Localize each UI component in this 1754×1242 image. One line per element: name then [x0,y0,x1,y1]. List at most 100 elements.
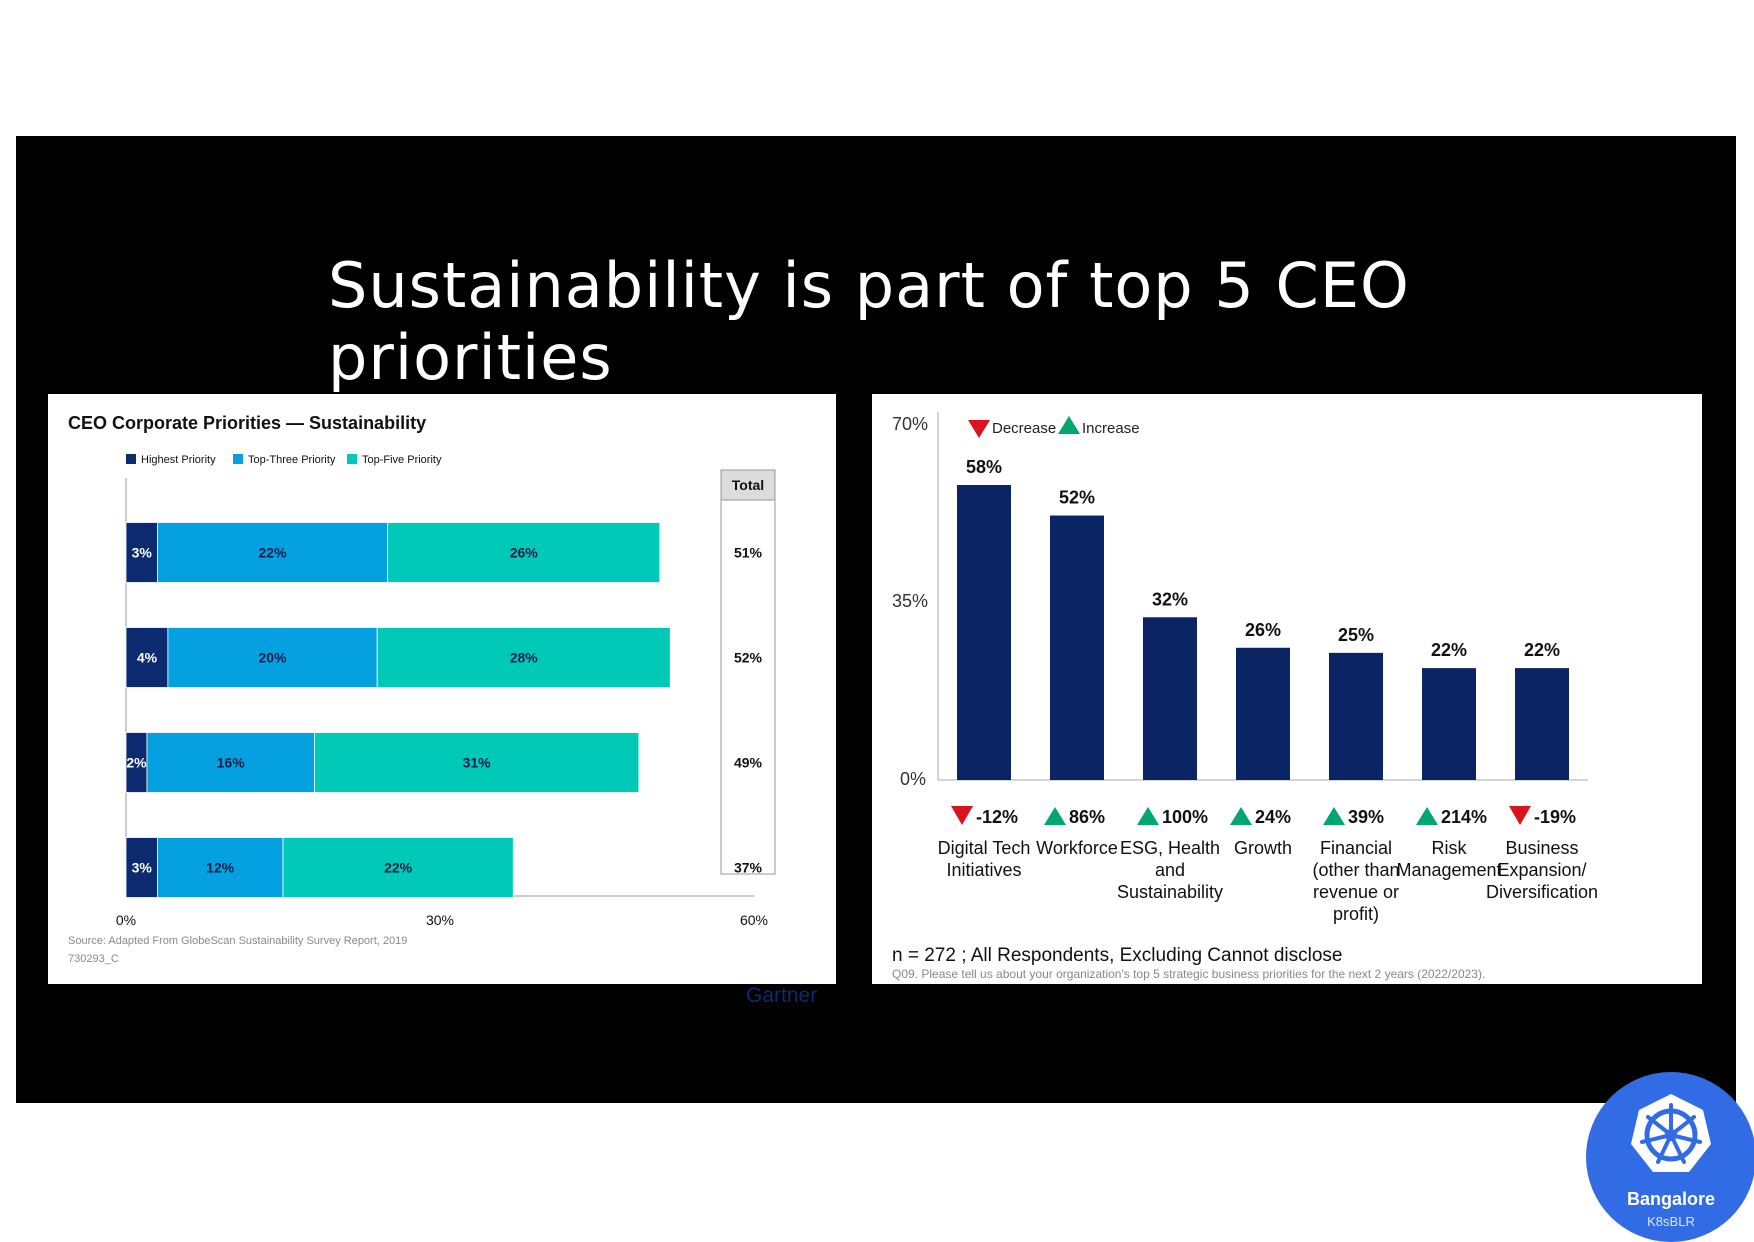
respondents-note: n = 272 ; All Respondents, Excluding Can… [892,945,1342,966]
legend-label-top-three: Top-Three Priority [248,454,336,466]
segment-label-3-1: 12% [206,860,235,876]
increase-triangle-icon [1044,807,1066,825]
category-label-2-0: ESG, Health [1120,838,1220,858]
stacked-bars: 3% 22% 26% 51% 4% 20% 28% 52% 2% 16% 31% 49% 3% 12% 22… [125,522,763,898]
legend-decrease: Decrease [992,420,1056,437]
segment-label-0-0: 3% [132,545,153,561]
priority-bar-0 [957,485,1011,780]
segment-label-0-2: 26% [510,545,539,561]
category-label-0-0: Digital Tech [938,838,1031,858]
bar-segment-3-2 [282,837,514,898]
bar-segment-2-1 [146,732,315,793]
y-tick-0: 0% [900,769,926,789]
right-chart-panel: 70% 35% 0% Decrease Increase 58% -12% Digi… [872,394,1702,984]
left-chart-title: CEO Corporate Priorities — Sustainabilit… [68,413,426,433]
kubernetes-wheel-icon [1631,1094,1711,1172]
x-tick-30: 30% [426,912,454,928]
segment-label-3-0: 3% [132,860,153,876]
change-label-0: -12% [976,807,1018,827]
category-label-0-1: Initiatives [946,860,1021,880]
priority-value-4: 25% [1338,625,1374,645]
increase-triangle-icon [1137,807,1159,825]
category-label-4-1: (other than [1312,860,1399,880]
category-label-4-2: revenue or [1313,882,1399,902]
question-note: Q09. Please tell us about your organizat… [892,967,1485,981]
figure-code: 730293_C [68,953,119,965]
badge-subtitle: K8sBLR [1647,1214,1695,1229]
priority-value-5: 22% [1431,640,1467,660]
gartner-logo: Gartner [746,984,818,1007]
decrease-triangle-icon [968,420,990,438]
segment-label-2-2: 31% [463,755,492,771]
legend-swatch-top-five [347,454,357,464]
total-header: Total [732,477,764,493]
right-chart-legend: Decrease Increase [968,416,1140,438]
slide-title: Sustainability is part of top 5 CEO prio… [328,249,1410,394]
priority-value-1: 52% [1059,488,1095,508]
left-chart-legend: Highest Priority Top-Three Priority Top-… [126,454,442,466]
priority-value-0: 58% [966,457,1002,477]
decrease-triangle-icon [1509,806,1531,825]
bar-segment-1-1 [167,627,378,688]
source-note: Source: Adapted From GlobeScan Sustainab… [68,935,407,947]
priority-bar-chart: 70% 35% 0% Decrease Increase 58% -12% Digi… [892,412,1598,981]
priority-bar-5 [1422,668,1476,780]
priority-bar-2 [1143,617,1197,780]
change-label-2: 100% [1162,807,1208,827]
increase-triangle-icon [1230,807,1252,825]
change-label-6: -19% [1534,807,1576,827]
increase-triangle-icon [1416,807,1438,825]
bar-segment-0-0 [125,522,158,583]
left-chart-panel: CEO Corporate Priorities — Sustainabilit… [48,394,836,984]
segment-label-0-1: 22% [259,545,288,561]
segment-label-2-0: 2% [126,755,147,771]
decrease-triangle-icon [951,806,973,825]
total-value-2: 49% [734,755,763,771]
change-label-5: 214% [1441,807,1487,827]
total-value-1: 52% [734,650,763,666]
category-label-4-0: Financial [1320,838,1392,858]
change-label-3: 24% [1255,807,1291,827]
bar-segment-1-0 [125,627,169,688]
priority-bar-1 [1050,515,1104,780]
x-tick-0: 0% [116,912,136,928]
increase-triangle-icon [1323,807,1345,825]
total-value-3: 37% [734,860,763,876]
priority-value-2: 32% [1152,589,1188,609]
segment-label-1-0: 4% [137,650,158,666]
legend-increase: Increase [1082,420,1140,437]
category-label-2-2: Sustainability [1117,882,1223,902]
category-label-6-1: Expansion/ [1497,860,1586,880]
category-label-6-2: Diversification [1486,882,1598,902]
increase-triangle-icon [1058,416,1080,434]
category-label-5-1: Management [1396,860,1501,880]
priority-bar-6 [1515,668,1569,780]
category-label-5-0: Risk [1432,838,1468,858]
legend-swatch-top-three [233,454,243,464]
priority-bar-4 [1329,652,1383,780]
y-tick-35: 35% [892,591,928,611]
category-label-6-0: Business [1505,838,1578,858]
bar-segment-2-2 [313,732,640,793]
segment-label-1-2: 28% [510,650,539,666]
stacked-bar-chart: CEO Corporate Priorities — Sustainabilit… [68,413,776,965]
bar-segment-1-2 [376,627,671,688]
badge-name: Bangalore [1626,1189,1716,1209]
total-value-0: 51% [734,545,763,561]
category-label-2-1: and [1155,860,1185,880]
y-tick-70: 70% [892,414,928,434]
segment-label-1-1: 20% [259,650,288,666]
change-label-1: 86% [1069,807,1105,827]
total-header-box [720,469,776,501]
x-tick-60: 60% [740,912,768,928]
category-label-1-0: Workforce [1036,838,1118,858]
legend-label-highest: Highest Priority [141,454,216,466]
change-label-4: 39% [1348,807,1384,827]
priority-value-6: 22% [1524,640,1560,660]
category-label-4-3: profit) [1333,904,1379,924]
k8sblr-badge: Bangalore K8sBLR [1586,1072,1754,1242]
priority-bar-3 [1236,647,1290,780]
bar-segment-0-2 [387,522,661,583]
category-label-3-0: Growth [1234,838,1292,858]
